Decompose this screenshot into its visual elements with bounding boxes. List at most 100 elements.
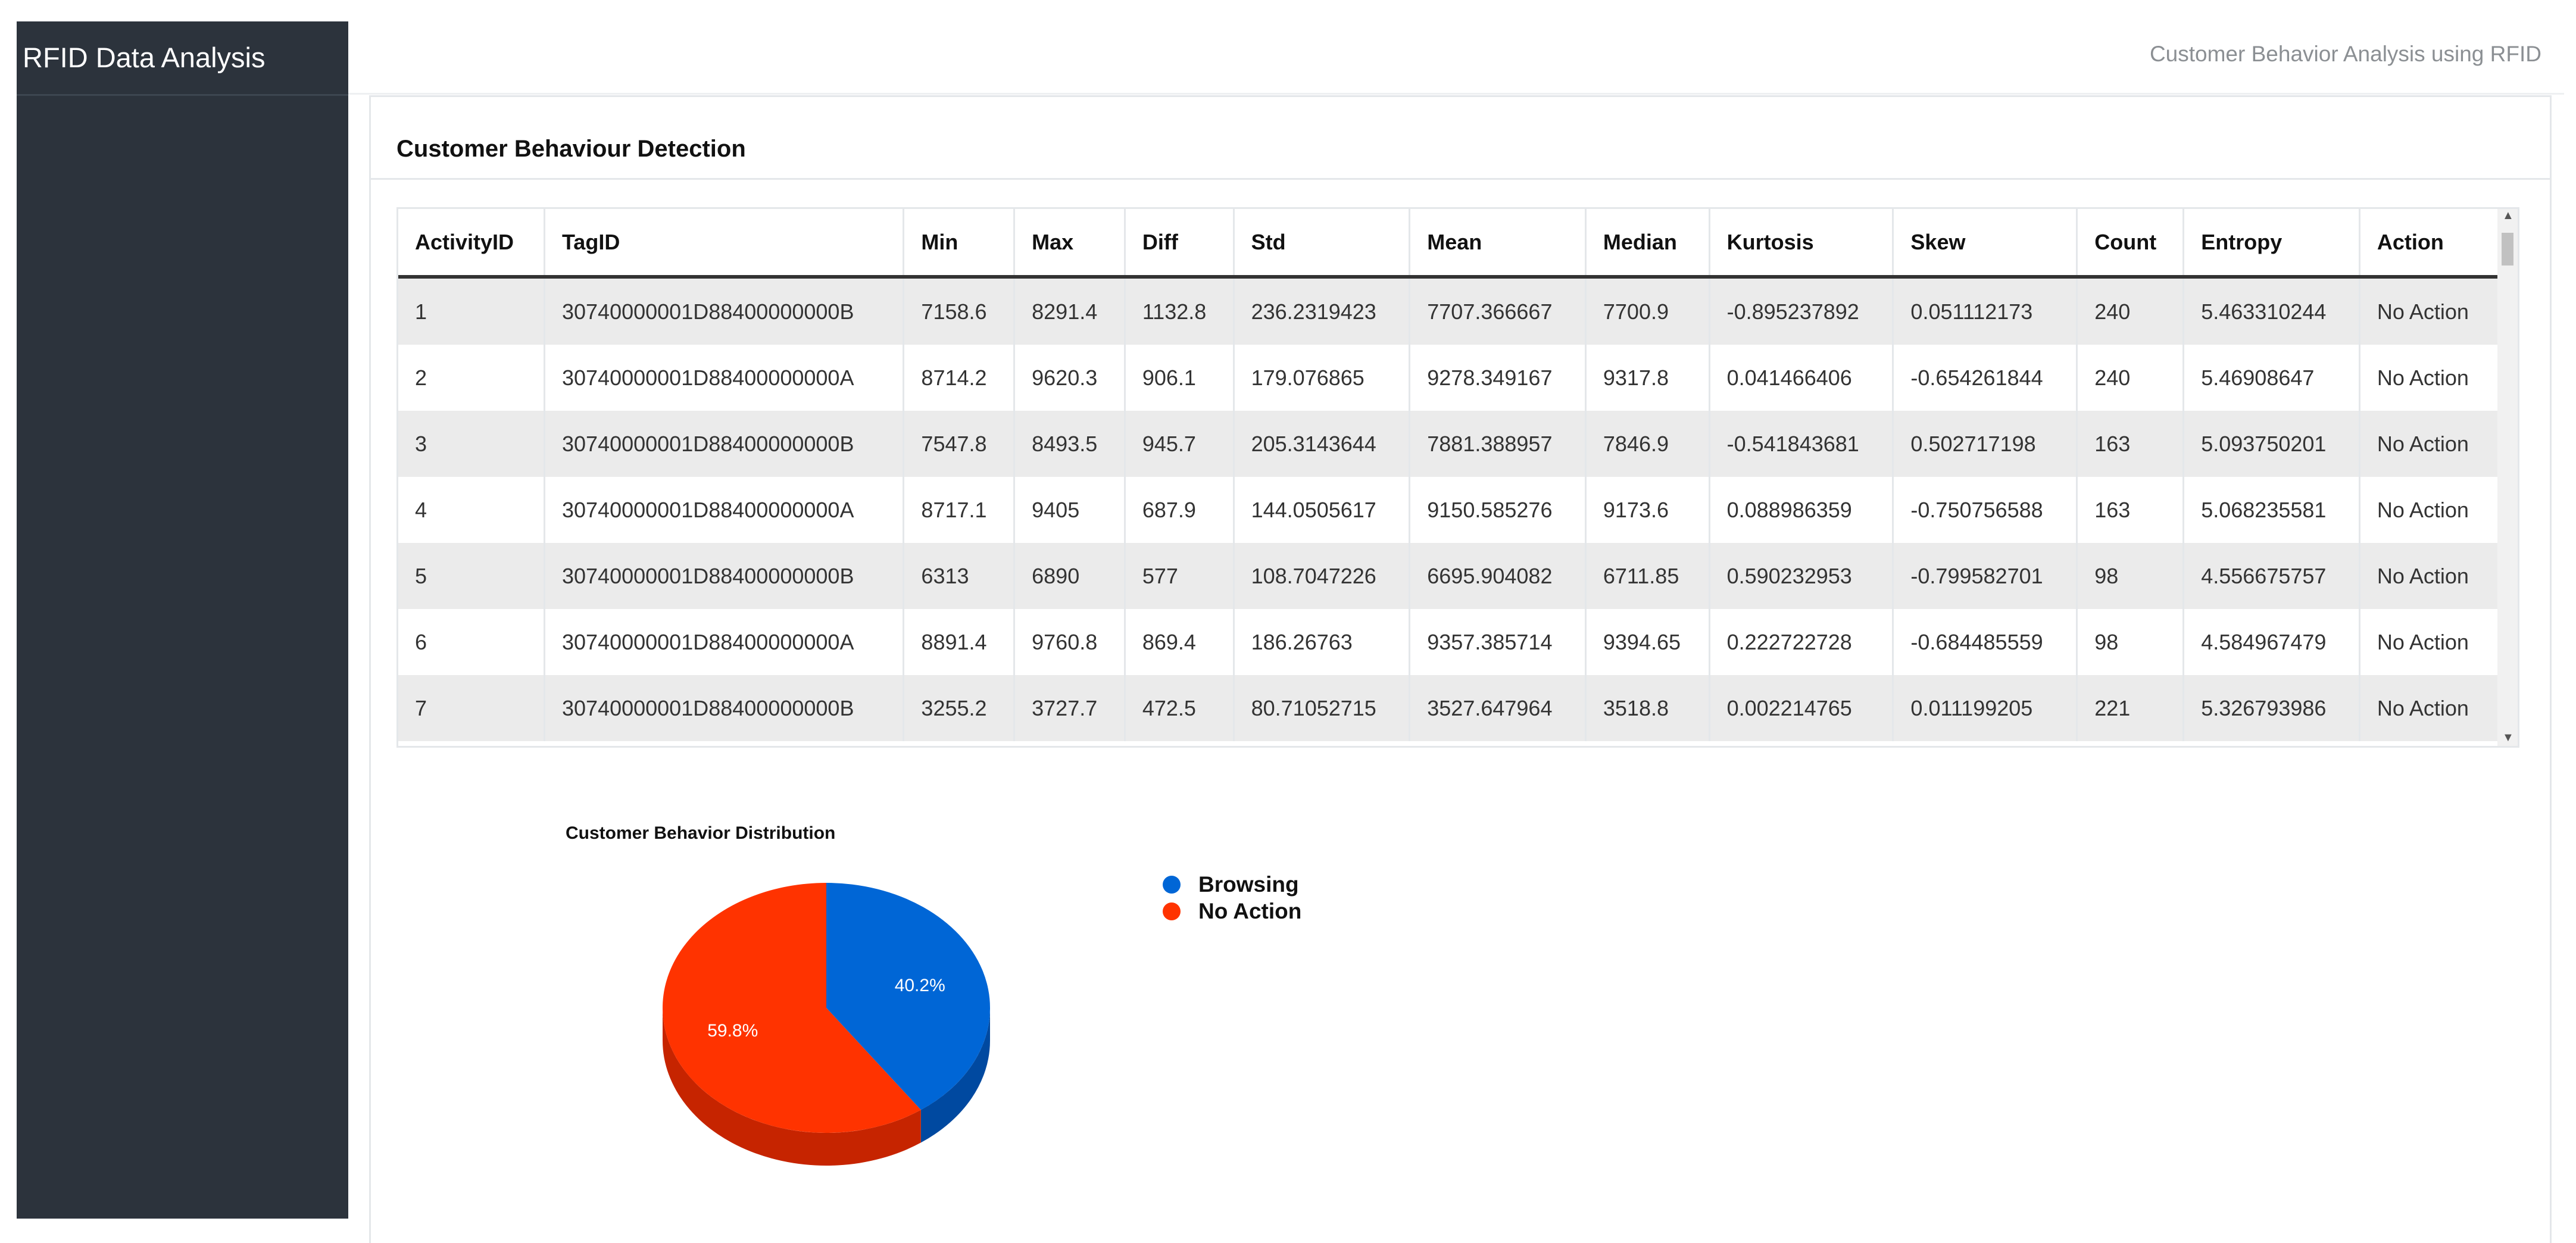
table-cell: 6 [398,609,545,675]
table-cell: 945.7 [1125,411,1235,477]
table-cell: 906.1 [1125,345,1235,411]
table-cell: 9357.385714 [1409,609,1587,675]
table-cell: 240 [2077,277,2185,345]
column-header[interactable]: Std [1234,209,1411,279]
table-row[interactable]: 7 30740000001D88400000000B 3255.2 3727.7 472… [398,675,2500,741]
table-cell: -0.799582701 [1893,543,2078,609]
table-body: 1 30740000001D88400000000B 7158.6 8291.4 113… [398,277,2500,741]
card-title: Customer Behaviour Detection [371,97,2550,180]
table-row[interactable]: 6 30740000001D88400000000A 8891.4 9760.8 869… [398,609,2500,675]
topbar-divider [348,93,2564,95]
table-cell: 472.5 [1125,675,1235,741]
table-cell: 9394.65 [1585,609,1710,675]
table-cell: 8891.4 [903,609,1016,675]
table-cell: 9405 [1014,477,1126,543]
table-cell: 163 [2077,477,2185,543]
scroll-up-icon[interactable]: ▲ [2502,209,2514,222]
table-row[interactable]: 4 30740000001D88400000000A 8717.1 9405 687.9… [398,477,2500,543]
table-cell: 8717.1 [903,477,1016,543]
table-cell: 98 [2077,609,2185,675]
table-cell: No Action [2359,609,2500,675]
table-cell: 4 [398,477,545,543]
table-row[interactable]: 5 30740000001D88400000000B 6313 6890 577 108.… [398,543,2500,609]
scrollbar-thumb[interactable] [2502,233,2513,266]
table-cell: 8291.4 [1014,277,1126,345]
column-header[interactable]: Mean [1409,209,1587,279]
table-cell: 0.222722728 [1709,609,1894,675]
table-cell: 144.0505617 [1234,477,1411,543]
table-cell: 5.46908647 [2183,345,2360,411]
table-row[interactable]: 3 30740000001D88400000000B 7547.8 8493.5 945… [398,411,2500,477]
chart-title: Customer Behavior Distribution [566,823,836,843]
table-cell: 6890 [1014,543,1126,609]
table-cell: No Action [2359,345,2500,411]
table-cell: 1132.8 [1125,277,1235,345]
column-header[interactable]: Kurtosis [1709,209,1894,279]
table-cell: 0.041466406 [1709,345,1894,411]
sidebar: RFID Data Analysis [17,21,348,1219]
column-header[interactable]: Median [1585,209,1710,279]
legend-swatch-browsing [1163,875,1181,894]
table-cell: -0.895237892 [1709,277,1894,345]
table-cell: 0.051112173 [1893,277,2078,345]
table-cell: 3527.647964 [1409,675,1587,741]
legend-item-no-action: No Action [1163,898,1301,925]
column-header[interactable]: Action [2359,209,2500,279]
column-header[interactable]: Entropy [2183,209,2360,279]
table-cell: 5 [398,543,545,609]
column-header[interactable]: Count [2077,209,2185,279]
table-cell: No Action [2359,277,2500,345]
table-cell: 0.088986359 [1709,477,1894,543]
table-cell: 108.7047226 [1234,543,1411,609]
table-cell: 30740000001D88400000000A [544,477,905,543]
table-cell: 240 [2077,345,2185,411]
column-header[interactable]: Max [1014,209,1126,279]
table-cell: 7 [398,675,545,741]
table-cell: 6711.85 [1585,543,1710,609]
table-cell: No Action [2359,543,2500,609]
table-cell: 0.502717198 [1893,411,2078,477]
table-cell: 9173.6 [1585,477,1710,543]
table-cell: 9760.8 [1014,609,1126,675]
table-scrollbar[interactable]: ▲ ▼ [2497,209,2518,746]
column-header[interactable]: Min [903,209,1016,279]
legend-label-browsing: Browsing [1198,872,1299,897]
table-cell: 7707.366667 [1409,277,1587,345]
table-header-row: ActivityID TagID Min Max Diff Std Mean Median Ku… [398,209,2500,279]
table-cell: 5.326793986 [2183,675,2360,741]
table-cell: 80.71052715 [1234,675,1411,741]
sidebar-brand[interactable]: RFID Data Analysis [17,21,348,96]
table-cell: 4.556675757 [2183,543,2360,609]
table-cell: 0.011199205 [1893,675,2078,741]
table-cell: No Action [2359,477,2500,543]
table-cell: 7846.9 [1585,411,1710,477]
table-cell: 577 [1125,543,1235,609]
table-cell: -0.684485559 [1893,609,2078,675]
pie-slice-browsing[interactable] [826,883,990,1110]
activity-table: ActivityID TagID Min Max Diff Std Mean Median Ku… [398,209,2500,741]
table-cell: 30740000001D88400000000B [544,277,905,345]
table-cell: 186.26763 [1234,609,1411,675]
table-cell: 1 [398,277,545,345]
table-cell: 6313 [903,543,1016,609]
pie-slice-no-action[interactable] [663,883,921,1133]
table-cell: 3 [398,411,545,477]
data-table-container[interactable]: ActivityID TagID Min Max Diff Std Mean Median Ku… [396,207,2519,748]
table-row[interactable]: 2 30740000001D88400000000A 8714.2 9620.3 906… [398,345,2500,411]
column-header[interactable]: Skew [1893,209,2078,279]
column-header[interactable]: Diff [1125,209,1235,279]
column-header[interactable]: ActivityID [398,209,545,279]
table-cell: 9150.585276 [1409,477,1587,543]
scroll-down-icon[interactable]: ▼ [2502,731,2514,744]
column-header[interactable]: TagID [544,209,905,279]
pie-data-label: 59.8% [707,1021,758,1041]
table-cell: 163 [2077,411,2185,477]
pie-slice-side-browsing [920,1008,990,1143]
table-cell: 4.584967479 [2183,609,2360,675]
table-cell: 221 [2077,675,2185,741]
table-cell: 687.9 [1125,477,1235,543]
legend-item-browsing: Browsing [1163,871,1301,898]
table-cell: 6695.904082 [1409,543,1587,609]
table-row[interactable]: 1 30740000001D88400000000B 7158.6 8291.4 113… [398,277,2500,345]
table-cell: 179.076865 [1234,345,1411,411]
